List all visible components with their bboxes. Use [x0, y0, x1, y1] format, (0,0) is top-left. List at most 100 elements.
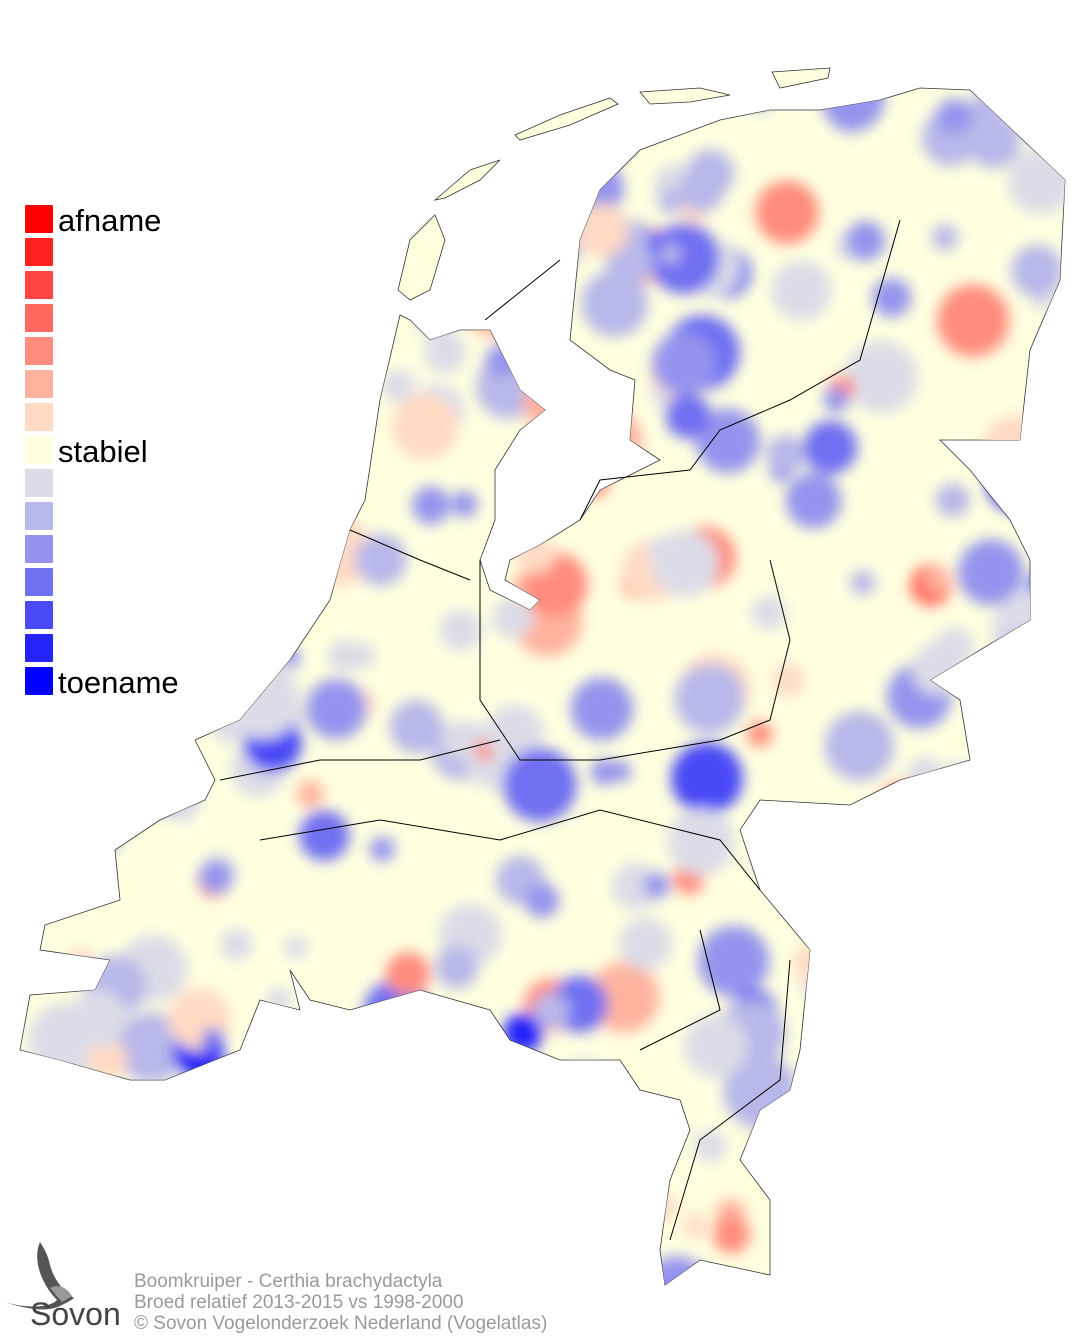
contour-patch: [81, 264, 107, 290]
contour-patch: [643, 1256, 711, 1285]
contour-patch: [80, 336, 110, 365]
contour-patch: [802, 865, 851, 914]
contour-patch: [1021, 954, 1065, 1027]
contour-patch: [356, 1123, 419, 1185]
contour-patch: [1024, 564, 1065, 638]
contour-patch: [843, 912, 869, 938]
contour-patch: [474, 1183, 532, 1241]
contour-patch: [140, 330, 186, 376]
contour-patch: [880, 1131, 946, 1198]
contour-patch: [458, 1080, 504, 1126]
province-border: [639, 929, 721, 1051]
contour-patch: [170, 796, 197, 823]
contour-patch: [935, 879, 976, 920]
contour-patch: [255, 1220, 290, 1255]
contour-patch: [993, 633, 1059, 698]
contour-patch: [153, 266, 180, 293]
contour-patch: [1046, 326, 1065, 370]
contour-patch: [274, 1029, 340, 1096]
contour-patch: [199, 859, 233, 894]
contour-patch: [850, 570, 876, 596]
contour-patch: [314, 217, 341, 245]
contour-patch: [65, 310, 95, 340]
contour-patch: [946, 761, 972, 786]
contour-patch: [1024, 841, 1065, 888]
contour-patch: [289, 1236, 311, 1258]
contour-patch: [88, 1040, 128, 1080]
contour-patch: [135, 365, 194, 425]
legend-swatch: [25, 436, 53, 464]
contour-patch: [178, 256, 243, 320]
contour-patch: [992, 590, 1065, 667]
legend-swatch: [25, 403, 53, 431]
contour-patch: [515, 533, 556, 574]
contour-patch: [127, 335, 155, 363]
legend-swatch: [25, 601, 53, 629]
contour-patch: [187, 1188, 248, 1249]
contour-patch: [580, 468, 609, 498]
contour-patch: [612, 862, 660, 911]
contour-patch: [97, 602, 160, 665]
contour-patch: [858, 1249, 922, 1285]
contour-patch: [845, 221, 886, 261]
contour-patch: [168, 243, 207, 282]
contour-patch: [178, 593, 211, 626]
province-border: [479, 559, 791, 761]
province-border: [259, 809, 761, 891]
contour-patch: [574, 203, 629, 258]
contour-patch: [533, 992, 570, 1029]
contour-patch: [1031, 88, 1065, 150]
contour-patch: [313, 1160, 368, 1215]
contour-patch: [512, 1097, 581, 1166]
contour-patch: [66, 947, 94, 975]
contour-patch: [95, 488, 125, 517]
contour-patch: [91, 241, 120, 270]
contour-patch: [671, 742, 743, 815]
contour-patch: [659, 243, 682, 265]
contour-patch: [81, 137, 149, 205]
contour-patch: [936, 98, 972, 134]
contour-patch: [1012, 810, 1060, 857]
contour-patch: [643, 872, 670, 899]
contour-patch: [216, 530, 276, 590]
contour-patch: [406, 1116, 467, 1178]
contour-patch: [1010, 803, 1050, 843]
contour-patch: [751, 595, 787, 631]
contour-patch: [803, 420, 858, 475]
contour-patch: [570, 677, 634, 741]
contour-patch: [158, 266, 194, 302]
contour-patch: [282, 105, 346, 169]
contour-patch: [505, 183, 552, 231]
contour-patch: [879, 783, 928, 831]
contour-patch: [266, 987, 293, 1014]
legend-label-toename: toename: [58, 665, 179, 700]
contour-patch: [962, 1098, 1025, 1161]
contour-patch: [793, 942, 836, 985]
contour-patch: [284, 935, 308, 960]
island: [397, 214, 446, 301]
contour-patch: [369, 836, 395, 862]
contour-patch: [116, 592, 166, 642]
contour-patch: [394, 165, 444, 215]
contour-patch: [957, 539, 1025, 606]
contour-patch: [873, 1017, 897, 1041]
contour-patch: [201, 1028, 225, 1052]
contour-patch: [771, 260, 832, 321]
contour-patch: [867, 962, 927, 1021]
contour-patch: [936, 284, 1010, 357]
contour-patch: [998, 88, 1037, 102]
island: [433, 159, 501, 201]
contour-patch: [522, 1146, 597, 1221]
province-borders: [219, 219, 901, 1241]
contour-patch: [755, 180, 819, 245]
contour-patch: [772, 663, 806, 697]
contour-patch: [204, 440, 227, 462]
contour-patch: [902, 1128, 963, 1189]
legend-swatch: [25, 205, 53, 233]
contour-patch: [1018, 449, 1065, 522]
contour-patch: [1029, 691, 1065, 733]
contour-patch: [907, 756, 944, 793]
contour-patch: [869, 1167, 898, 1196]
contour-patch: [931, 807, 959, 836]
contour-patch: [321, 121, 381, 181]
